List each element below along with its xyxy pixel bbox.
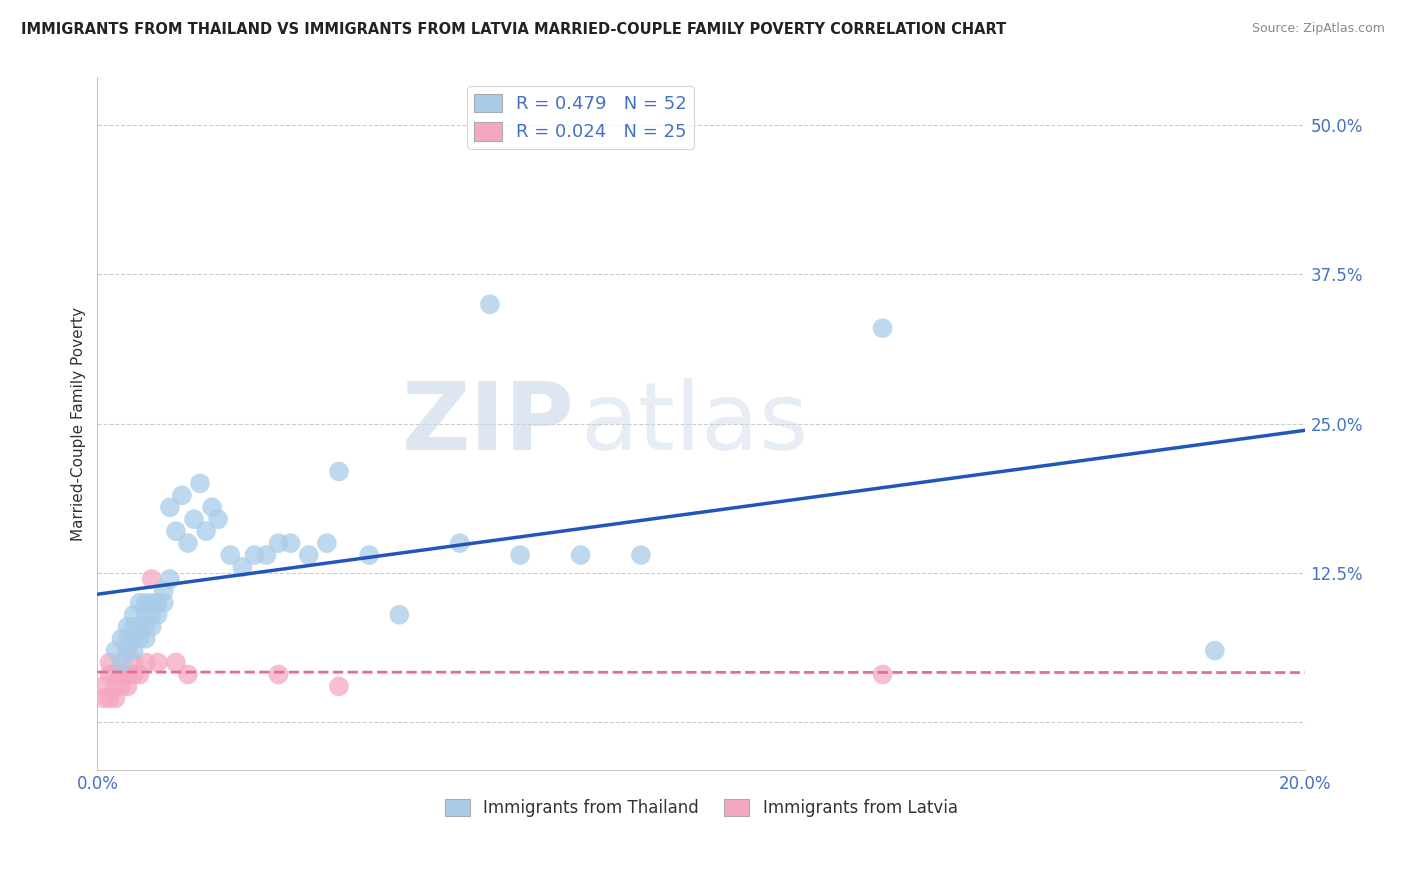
Point — [630, 548, 652, 562]
Point — [110, 680, 132, 694]
Text: IMMIGRANTS FROM THAILAND VS IMMIGRANTS FROM LATVIA MARRIED-COUPLE FAMILY POVERTY: IMMIGRANTS FROM THAILAND VS IMMIGRANTS F… — [21, 22, 1007, 37]
Point — [122, 620, 145, 634]
Point — [315, 536, 337, 550]
Point — [170, 488, 193, 502]
Point — [117, 620, 139, 634]
Point — [104, 667, 127, 681]
Point — [165, 656, 187, 670]
Legend: Immigrants from Thailand, Immigrants from Latvia: Immigrants from Thailand, Immigrants fro… — [439, 792, 965, 824]
Point — [93, 691, 115, 706]
Point — [449, 536, 471, 550]
Point — [141, 596, 163, 610]
Point — [207, 512, 229, 526]
Point — [280, 536, 302, 550]
Point — [141, 572, 163, 586]
Point — [110, 656, 132, 670]
Point — [872, 321, 894, 335]
Point — [165, 524, 187, 538]
Point — [104, 680, 127, 694]
Point — [328, 465, 350, 479]
Point — [159, 572, 181, 586]
Point — [110, 632, 132, 646]
Point — [135, 620, 157, 634]
Point — [146, 596, 169, 610]
Point — [569, 548, 592, 562]
Point — [478, 297, 501, 311]
Point — [117, 643, 139, 657]
Point — [104, 691, 127, 706]
Point — [122, 607, 145, 622]
Point — [359, 548, 381, 562]
Point — [1204, 643, 1226, 657]
Y-axis label: Married-Couple Family Poverty: Married-Couple Family Poverty — [72, 307, 86, 541]
Point — [141, 607, 163, 622]
Point — [122, 632, 145, 646]
Point — [219, 548, 242, 562]
Point — [135, 607, 157, 622]
Point — [135, 632, 157, 646]
Point — [128, 667, 150, 681]
Point — [188, 476, 211, 491]
Point — [117, 667, 139, 681]
Point — [509, 548, 531, 562]
Point — [141, 620, 163, 634]
Point — [98, 667, 121, 681]
Point — [328, 680, 350, 694]
Point — [128, 596, 150, 610]
Point — [298, 548, 321, 562]
Text: ZIP: ZIP — [402, 377, 575, 470]
Point — [104, 643, 127, 657]
Point — [135, 656, 157, 670]
Point — [183, 512, 205, 526]
Text: atlas: atlas — [581, 377, 808, 470]
Point — [128, 632, 150, 646]
Point — [117, 643, 139, 657]
Point — [135, 596, 157, 610]
Point — [98, 691, 121, 706]
Point — [152, 596, 174, 610]
Text: Source: ZipAtlas.com: Source: ZipAtlas.com — [1251, 22, 1385, 36]
Point — [201, 500, 224, 515]
Point — [122, 643, 145, 657]
Point — [243, 548, 266, 562]
Point — [872, 667, 894, 681]
Point — [195, 524, 218, 538]
Point — [267, 536, 290, 550]
Point — [110, 656, 132, 670]
Point — [177, 667, 200, 681]
Point — [98, 656, 121, 670]
Point — [152, 583, 174, 598]
Point — [122, 667, 145, 681]
Point — [231, 560, 253, 574]
Point — [159, 500, 181, 515]
Point — [128, 620, 150, 634]
Point — [146, 656, 169, 670]
Point — [122, 656, 145, 670]
Point — [267, 667, 290, 681]
Point — [117, 632, 139, 646]
Point — [146, 607, 169, 622]
Point — [93, 680, 115, 694]
Point — [256, 548, 278, 562]
Point — [110, 667, 132, 681]
Point — [388, 607, 411, 622]
Point — [177, 536, 200, 550]
Point — [117, 680, 139, 694]
